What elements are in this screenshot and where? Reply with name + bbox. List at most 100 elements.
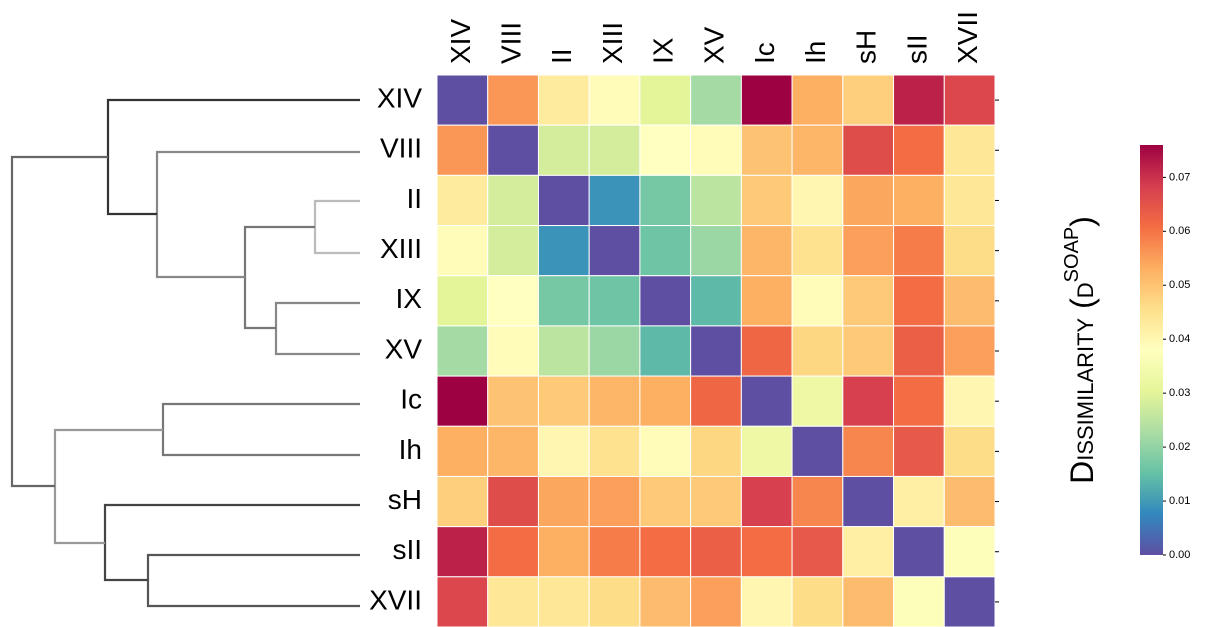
colorbar-tick-label: 0.05 — [1169, 279, 1190, 291]
heatmap-cell — [436, 225, 489, 277]
heatmap-cell — [740, 576, 793, 627]
heatmap-cell — [639, 475, 692, 528]
row-label: II — [406, 183, 422, 214]
heatmap-cell — [893, 225, 945, 277]
heatmap-cell — [893, 325, 945, 377]
dendrogram-branch — [103, 503, 360, 582]
row-label: XIII — [380, 233, 422, 264]
column-label: XIV — [445, 19, 476, 64]
heatmap-cell — [639, 74, 692, 126]
heatmap-cell — [639, 375, 692, 427]
heatmap-cell — [588, 275, 641, 327]
row-label: sII — [392, 534, 422, 565]
heatmap-cell — [588, 225, 641, 277]
heatmap-cell — [436, 375, 489, 427]
heatmap-cell — [487, 475, 539, 528]
heatmap-cell — [487, 576, 539, 627]
heatmap-cell — [943, 576, 996, 627]
heatmap-cell — [943, 225, 996, 277]
heatmap-cell — [588, 74, 641, 126]
heatmap-cell — [943, 375, 996, 427]
heatmap-cell — [537, 475, 590, 528]
heatmap-cell — [893, 124, 945, 176]
heatmap-cell — [690, 526, 742, 578]
heatmap-cell — [943, 74, 996, 126]
heatmap-cell — [690, 275, 742, 327]
heatmap-cell — [740, 375, 793, 427]
dendrogram-branch — [313, 199, 360, 255]
column-label: sH — [851, 30, 882, 64]
row-label: XVII — [369, 584, 422, 615]
heatmap-cell — [537, 275, 590, 327]
heatmap-cell — [639, 124, 692, 176]
heatmap-cell — [537, 174, 590, 227]
heatmap-cell — [487, 275, 539, 327]
heatmap-cell — [842, 375, 895, 427]
row-label: XV — [385, 333, 423, 364]
heatmap-cell — [537, 74, 590, 126]
heatmap-cell — [893, 425, 945, 477]
heatmap-cell — [740, 225, 793, 277]
heatmap-cell — [893, 526, 945, 578]
heatmap-cell — [842, 576, 895, 627]
row-label: IX — [396, 283, 423, 314]
heatmap-cell — [639, 225, 692, 277]
heatmap-cell — [690, 375, 742, 427]
heatmap-cell — [588, 124, 641, 176]
heatmap-cell — [943, 425, 996, 477]
heatmap-cell — [588, 325, 641, 377]
dendrogram-branch — [274, 301, 360, 356]
colorbar-tick-label: 0.04 — [1169, 333, 1190, 345]
heatmap-cell — [436, 174, 489, 227]
heatmap-cell — [436, 275, 489, 327]
colorbar-label: Dissimilarity (dSOAP) — [1061, 216, 1100, 484]
heatmap-cell — [487, 225, 539, 277]
colorbar-tick-label: 0.03 — [1169, 387, 1190, 399]
heatmap-cell — [690, 74, 742, 126]
dendrogram — [10, 98, 360, 608]
heatmap-cell — [537, 526, 590, 578]
heatmap-cell — [791, 225, 844, 277]
heatmap-cell — [588, 425, 641, 477]
heatmap-cell — [537, 325, 590, 377]
heatmap-cell — [639, 425, 692, 477]
heatmap-cell — [588, 576, 641, 627]
heatmap-cell — [740, 475, 793, 528]
colorbar-tick-label: 0.06 — [1169, 225, 1190, 237]
heatmap-cell — [487, 74, 539, 126]
heatmap-cell — [791, 526, 844, 578]
heatmap-cell — [588, 375, 641, 427]
colorbar-tick-label: 0.02 — [1169, 441, 1190, 453]
colorbar-label-tail: ) — [1064, 216, 1100, 227]
heatmap-cell — [943, 124, 996, 176]
heatmap-cell — [487, 325, 539, 377]
column-label: sII — [901, 34, 932, 64]
heatmap-cell — [690, 425, 742, 477]
column-label: XVII — [952, 11, 983, 64]
heatmap-cell — [690, 475, 742, 528]
heatmap-cell — [842, 425, 895, 477]
heatmap-cell — [436, 74, 489, 126]
heatmap-cell — [588, 174, 641, 227]
row-label: VIII — [380, 133, 422, 164]
dendrogram-branch — [10, 155, 108, 488]
heatmap-cell — [943, 526, 996, 578]
column-label: IX — [648, 37, 679, 64]
dendrogram-branch — [146, 553, 360, 608]
heatmap-cell — [537, 225, 590, 277]
column-label: II — [546, 48, 577, 64]
heatmap-cell — [690, 225, 742, 277]
column-label: XV — [698, 26, 729, 64]
heatmap-cell — [791, 124, 844, 176]
heatmap-cell — [436, 576, 489, 627]
heatmap-cell — [436, 124, 489, 176]
heatmap-cell — [893, 576, 945, 627]
heatmap-cell — [740, 275, 793, 327]
heatmap-cell — [639, 325, 692, 377]
row-label: Ih — [399, 434, 422, 465]
heatmap-cell — [487, 174, 539, 227]
dendrogram-branch — [106, 98, 360, 216]
heatmap-cell — [893, 174, 945, 227]
colorbar-label-sup: SOAP — [1061, 227, 1083, 283]
